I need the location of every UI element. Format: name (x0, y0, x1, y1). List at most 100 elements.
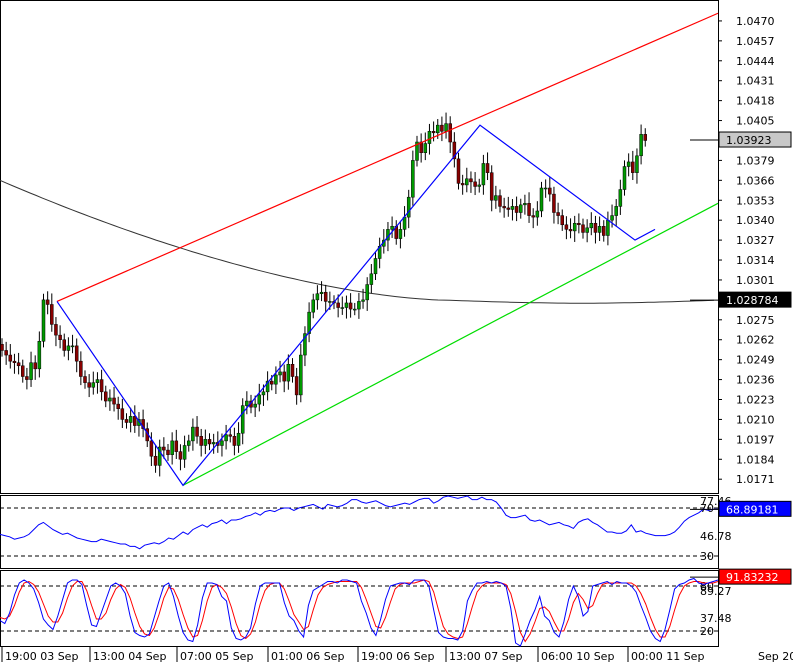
candle-body (91, 382, 96, 388)
candle-body (473, 181, 477, 187)
candle-body (8, 354, 13, 362)
candle-body (336, 302, 340, 308)
candle-body (37, 341, 42, 370)
price-tick-label: 1.0314 (736, 254, 775, 267)
candle-body (585, 227, 589, 233)
candle-body (506, 207, 511, 210)
candle-body (631, 161, 635, 173)
candle-body (419, 141, 423, 153)
candle-body (224, 434, 228, 442)
moving-average-value-label: 1.028784 (726, 294, 779, 307)
stoch-panel-frame (0, 570, 719, 647)
candle-body (245, 400, 249, 406)
candle-body (411, 160, 415, 198)
candle-body (452, 141, 457, 160)
price-tick-label: 1.0210 (736, 413, 775, 426)
candle-body (415, 141, 419, 161)
candle-body (294, 376, 299, 396)
candle-body (99, 379, 104, 393)
candle-body (95, 379, 100, 383)
candle-body (112, 397, 116, 405)
candle-body (427, 131, 432, 144)
candle-body (328, 301, 332, 303)
candle-body (187, 440, 191, 446)
candle-body (307, 311, 311, 334)
candle-body (626, 161, 631, 167)
candle-body (510, 206, 515, 210)
candle-body (253, 403, 257, 408)
candle-body (128, 416, 133, 423)
stoch-tick-label: 20 (700, 625, 714, 638)
candle-body (220, 440, 224, 446)
candle-body (319, 291, 324, 294)
candle-body (182, 445, 187, 460)
candle-body (299, 354, 303, 396)
candle-body (270, 380, 274, 385)
candle-body (548, 187, 552, 195)
candle-body (514, 206, 519, 213)
time-tick-label: 19:00 06 Sep (361, 650, 434, 662)
candle-body (622, 166, 627, 190)
candle-body (50, 304, 54, 325)
stoch-value-label: 91.83232 (726, 571, 779, 584)
candle-body (593, 222, 598, 233)
candle-body (265, 380, 270, 393)
candle-body (178, 451, 183, 460)
candle-body (643, 134, 647, 141)
candle-body (498, 195, 502, 207)
rsi-tick-label: 46.78 (700, 530, 732, 543)
candle-body (436, 124, 440, 134)
price-tick-label: 1.0340 (736, 214, 775, 227)
moving-average-line (0, 179, 715, 304)
price-tick-label: 1.0236 (736, 374, 775, 387)
price-tick-label: 1.0197 (736, 433, 775, 446)
time-tick-label: 06:00 10 Sep (541, 650, 614, 662)
candle-body (311, 299, 315, 313)
candle-body (58, 334, 62, 340)
price-tick-label: 1.0223 (736, 394, 775, 407)
candle-body (62, 339, 66, 351)
zigzag-line (56, 124, 656, 487)
candle-body (21, 365, 25, 377)
candle-body (423, 143, 428, 153)
price-tick-label: 1.0275 (736, 314, 775, 327)
candle-body (149, 440, 154, 457)
candle-body (481, 163, 486, 186)
value-tags: 1.03923 1.028784 68.89181 91.83232 (690, 131, 792, 585)
stoch-k-line (0, 577, 719, 647)
time-axis: 19:00 03 Sep 13:00 04 Sep 07:00 05 Sep 01:0… (1, 646, 793, 662)
candle-body (365, 284, 369, 301)
candle-body (460, 183, 465, 186)
time-tick-label: 01:00 06 Sep (271, 650, 344, 662)
rsi-tick-label: 30 (700, 550, 714, 563)
candle-body (133, 416, 137, 426)
moving-average-value-box (718, 291, 792, 308)
candle-body (274, 374, 278, 385)
rsi-tick-label: 70 (700, 502, 714, 515)
rsi-value-box (718, 500, 792, 517)
candle-body (390, 226, 394, 230)
price-tick-label: 1.0262 (736, 334, 775, 347)
candle-body (290, 364, 295, 377)
candle-body (344, 302, 349, 308)
candle-body (398, 229, 403, 239)
candle-body (66, 345, 71, 351)
time-tick-label: Sep 2012 (758, 650, 793, 662)
time-tick-label: 07:00 05 Sep (180, 650, 253, 662)
candle-body (41, 299, 46, 342)
candle-body (257, 394, 262, 405)
candle-body (211, 442, 216, 445)
candle-body (207, 439, 212, 445)
candle-body (589, 222, 594, 229)
candle-body (543, 187, 548, 190)
stoch-tick-label: 37.48 (700, 612, 732, 625)
candle-body (116, 403, 120, 409)
candle-body (552, 193, 556, 213)
price-tick-label: 1.0418 (736, 95, 775, 108)
price-panel-frame (0, 0, 719, 494)
candle-body (199, 436, 203, 446)
price-tick-label: 1.0353 (736, 194, 775, 207)
price-tick-label: 1.0184 (736, 453, 775, 466)
candle-body (286, 364, 291, 382)
